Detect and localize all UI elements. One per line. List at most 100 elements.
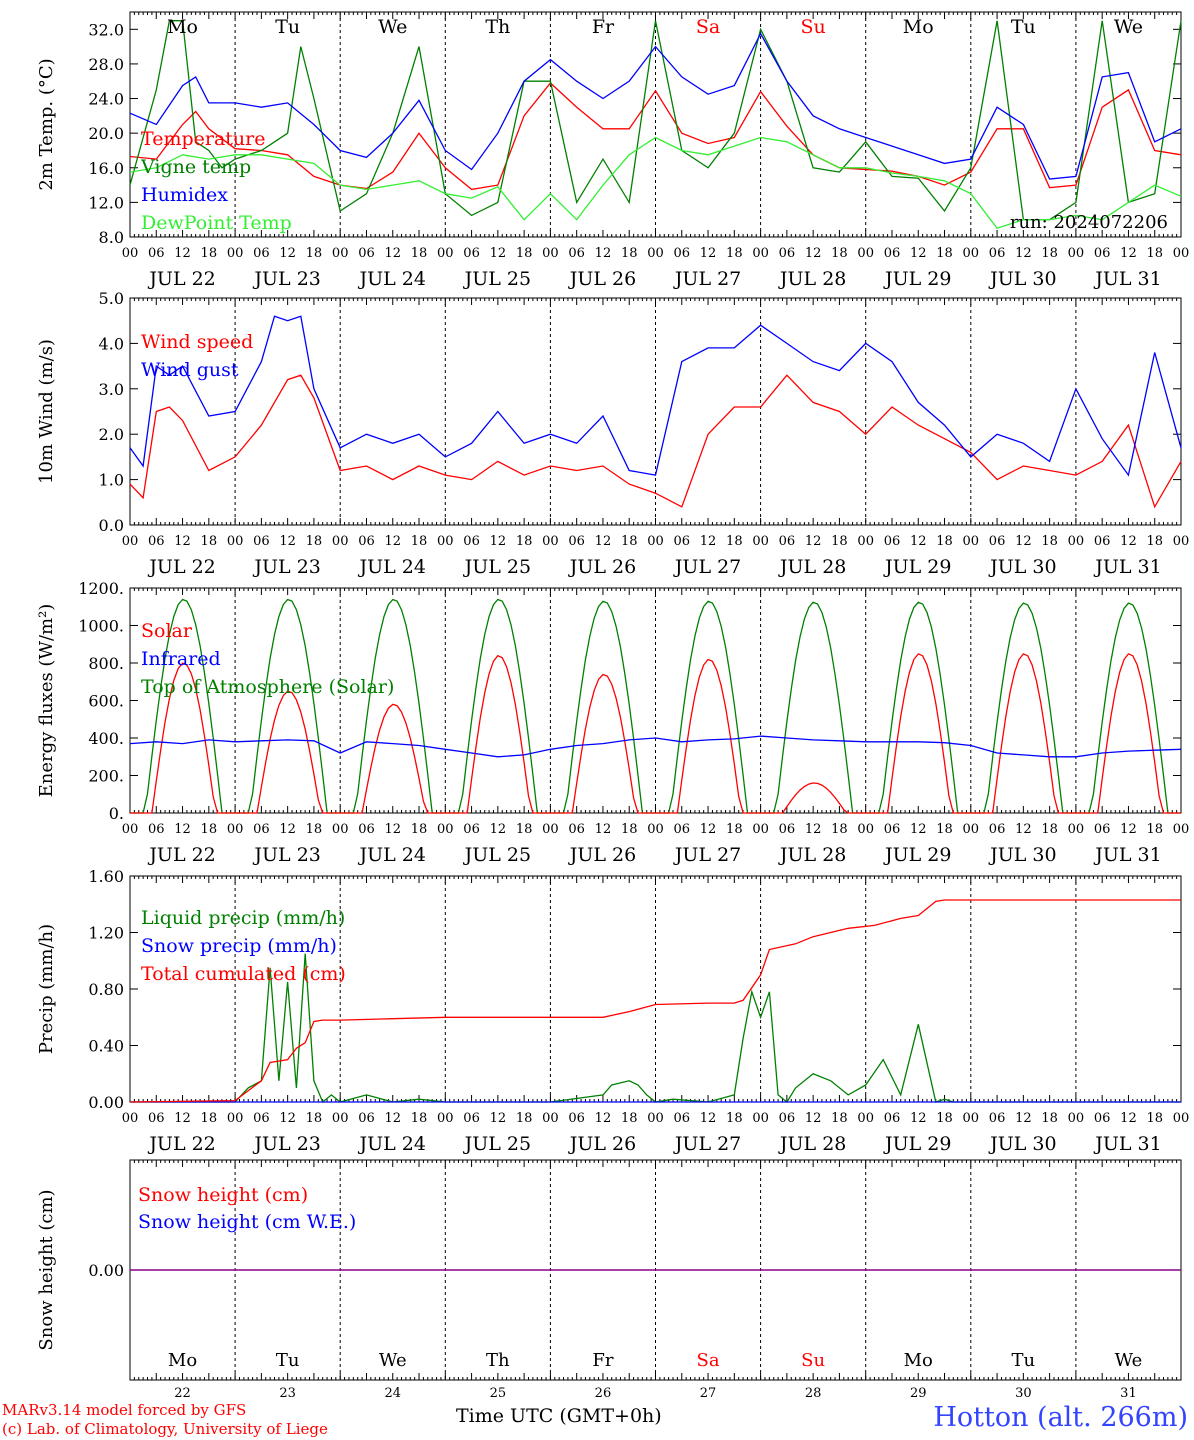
weekday-label: Su bbox=[801, 1350, 825, 1371]
y-tick-label: 200. bbox=[88, 767, 124, 786]
x-hour-label: 06 bbox=[358, 246, 375, 261]
weekday-label: Tu bbox=[1012, 1350, 1036, 1371]
x-hour-label: 12 bbox=[805, 534, 822, 549]
x-hour-label: 06 bbox=[568, 822, 585, 837]
x-hour-label: 06 bbox=[568, 1111, 585, 1126]
x-hour-label: 12 bbox=[805, 246, 822, 261]
x-hour-label: 00 bbox=[647, 246, 664, 261]
x-hour-label: 06 bbox=[779, 822, 796, 837]
plot-frame bbox=[129, 587, 1182, 814]
x-hour-label: 00 bbox=[1068, 534, 1085, 549]
x-hour-label: 12 bbox=[1120, 246, 1137, 261]
y-tick-label: 24.0 bbox=[88, 90, 124, 109]
x-hour-label: 12 bbox=[384, 246, 401, 261]
weekday-label: Mo bbox=[168, 1350, 197, 1371]
y-axis-label: Energy fluxes (W/m²) bbox=[36, 604, 57, 798]
x-hour-label: 00 bbox=[437, 822, 454, 837]
x-hour-label: 06 bbox=[779, 534, 796, 549]
weekday-label: Fr bbox=[592, 16, 615, 38]
weekday-label: We bbox=[1114, 16, 1143, 38]
x-hour-label: 12 bbox=[1120, 534, 1137, 549]
x-hour-label: 18 bbox=[621, 534, 638, 549]
x-date-label: JUL 26 bbox=[568, 1133, 636, 1155]
y-tick-label: 20.0 bbox=[88, 124, 124, 143]
x-hour-label: 18 bbox=[936, 1111, 953, 1126]
x-hour-label: 06 bbox=[884, 1111, 901, 1126]
x-hour-label: 18 bbox=[726, 822, 743, 837]
legend-entry: Snow height (cm W.E.) bbox=[138, 1211, 356, 1233]
x-date-label: JUL 22 bbox=[147, 556, 215, 578]
legend-entry: Infrared bbox=[141, 648, 221, 670]
y-tick-label: 1.20 bbox=[88, 924, 124, 943]
x-date-label: JUL 26 bbox=[568, 268, 636, 290]
weekday-label: We bbox=[379, 1350, 407, 1371]
x-hour-label: 18 bbox=[516, 1111, 533, 1126]
y-axis-label: Precip (mm/h) bbox=[36, 924, 57, 1054]
y-tick-label: 2.0 bbox=[99, 425, 124, 444]
x-hour-label: 06 bbox=[568, 246, 585, 261]
y-tick-label: 800. bbox=[88, 654, 124, 673]
x-hour-label: 00 bbox=[542, 246, 559, 261]
x-hour-label: 12 bbox=[174, 822, 191, 837]
x-hour-label: 18 bbox=[936, 534, 953, 549]
day-number-label: 25 bbox=[490, 1386, 507, 1401]
x-date-label: JUL 22 bbox=[147, 268, 215, 290]
y-axis-label: 10m Wind (m/s) bbox=[36, 339, 57, 484]
y-tick-label: 1000. bbox=[78, 617, 124, 636]
x-hour-label: 18 bbox=[201, 246, 218, 261]
x-date-label: JUL 31 bbox=[1093, 268, 1161, 290]
x-hour-label: 12 bbox=[384, 822, 401, 837]
x-hour-label: 00 bbox=[227, 1111, 244, 1126]
x-hour-label: 06 bbox=[253, 534, 270, 549]
x-hour-label: 06 bbox=[463, 246, 480, 261]
series-dewpoint-temp bbox=[129, 136, 1182, 230]
x-date-label: JUL 27 bbox=[673, 844, 741, 866]
y-tick-label: 28.0 bbox=[88, 55, 124, 74]
x-hour-label: 06 bbox=[463, 1111, 480, 1126]
x-hour-label: 12 bbox=[1120, 1111, 1137, 1126]
x-hour-label: 18 bbox=[1146, 822, 1163, 837]
x-hour-label: 12 bbox=[595, 534, 612, 549]
x-date-label: JUL 28 bbox=[778, 844, 846, 866]
x-hour-label: 12 bbox=[384, 1111, 401, 1126]
x-hour-label: 06 bbox=[674, 1111, 691, 1126]
x-hour-label: 18 bbox=[831, 1111, 848, 1126]
legend-entry: Vigne temp bbox=[140, 156, 251, 178]
x-hour-label: 06 bbox=[148, 534, 165, 549]
x-hour-label: 00 bbox=[122, 534, 139, 549]
weekday-label: Tu bbox=[275, 16, 300, 38]
x-date-label: JUL 30 bbox=[988, 1133, 1056, 1155]
y-tick-label: 1.0 bbox=[99, 471, 124, 490]
y-tick-label: 0.00 bbox=[88, 1261, 124, 1280]
x-hour-label: 12 bbox=[910, 534, 927, 549]
x-date-label: JUL 30 bbox=[988, 844, 1056, 866]
weekday-label: Th bbox=[485, 16, 510, 38]
x-hour-label: 18 bbox=[306, 1111, 323, 1126]
x-hour-label: 00 bbox=[647, 1111, 664, 1126]
x-date-label: JUL 25 bbox=[463, 844, 531, 866]
y-tick-label: 400. bbox=[88, 729, 124, 748]
x-date-label: JUL 30 bbox=[988, 556, 1056, 578]
x-hour-label: 18 bbox=[831, 822, 848, 837]
x-hour-label: 12 bbox=[595, 246, 612, 261]
x-hour-label: 00 bbox=[1173, 822, 1190, 837]
y-tick-label: 5.0 bbox=[99, 289, 124, 308]
x-hour-label: 18 bbox=[936, 246, 953, 261]
x-hour-label: 00 bbox=[963, 534, 980, 549]
x-hour-label: 06 bbox=[1094, 246, 1111, 261]
x-hour-label: 18 bbox=[306, 822, 323, 837]
x-date-label: JUL 28 bbox=[778, 268, 846, 290]
x-hour-label: 18 bbox=[831, 534, 848, 549]
x-date-label: JUL 24 bbox=[358, 1133, 426, 1155]
y-tick-label: 4.0 bbox=[99, 334, 124, 353]
x-hour-label: 18 bbox=[516, 534, 533, 549]
day-number-label: 28 bbox=[805, 1386, 822, 1401]
x-hour-label: 18 bbox=[621, 1111, 638, 1126]
x-hour-label: 00 bbox=[1173, 1111, 1190, 1126]
x-hour-label: 18 bbox=[201, 822, 218, 837]
x-date-label: JUL 24 bbox=[358, 844, 426, 866]
x-date-label: JUL 29 bbox=[883, 844, 951, 866]
x-hour-label: 18 bbox=[936, 822, 953, 837]
x-hour-label: 06 bbox=[989, 822, 1006, 837]
y-tick-label: 0.00 bbox=[88, 1093, 124, 1112]
